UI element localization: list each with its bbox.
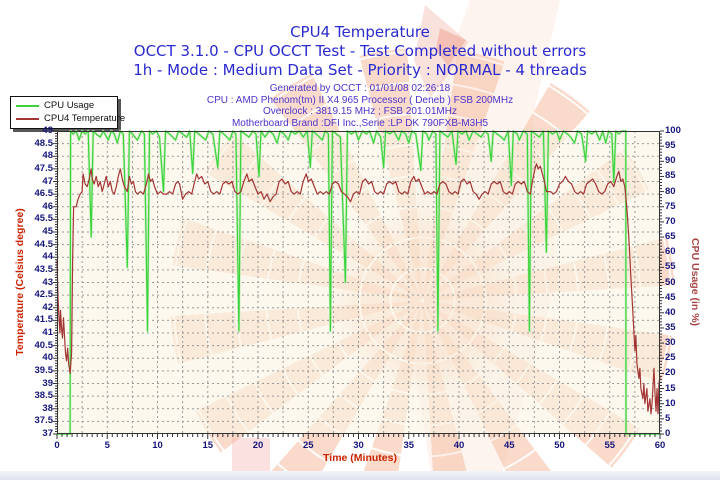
- tick-label: 35: [665, 321, 676, 333]
- tick-label: 55: [604, 440, 616, 451]
- legend: CPU Usage CPU4 Temperature: [10, 96, 125, 129]
- tick-label: 45.5: [34, 213, 54, 225]
- tick-label: 50: [665, 276, 676, 288]
- tick-label: 41: [42, 327, 53, 338]
- tick-label: 55: [665, 261, 676, 273]
- info-generated: Generated by OCCT : 01/01/08 02:26:18: [269, 83, 451, 94]
- tick-label: 50: [554, 440, 565, 451]
- tick-label: 65: [665, 231, 676, 243]
- cpu-usage-line-swatch: [16, 104, 39, 107]
- chart-canvas: [53, 129, 664, 439]
- tick-label: 45: [42, 226, 53, 237]
- tick-label: 80: [665, 185, 676, 197]
- info-cpu: CPU : AMD Phenom(tm) II X4 965 Processor…: [206, 94, 514, 106]
- info-motherboard: Motherboard Brand :DFI Inc.,Serie :LP DK…: [231, 117, 489, 129]
- tick-label: 38: [42, 402, 53, 414]
- tick-label: 45: [503, 440, 515, 451]
- tick-label: 40.5: [34, 339, 54, 351]
- tick-label: 5: [104, 440, 110, 451]
- tick-label: 43: [42, 276, 53, 288]
- tick-label: 0: [665, 428, 671, 439]
- tick-label: 95: [665, 140, 676, 152]
- tick-label: 90: [665, 155, 676, 167]
- x-axis-title: Time (Minutes): [323, 452, 397, 464]
- chart-plot-area: [53, 129, 664, 439]
- tick-label: 38.5: [34, 390, 54, 402]
- tick-label: 47: [42, 175, 53, 187]
- tick-label: 20: [665, 367, 676, 379]
- tick-label: 39: [42, 377, 53, 389]
- tick-label: 60: [654, 440, 666, 451]
- tick-label: 100: [665, 125, 681, 136]
- tick-label: 30: [353, 440, 364, 451]
- tick-label: 44.5: [34, 238, 54, 250]
- tick-label: 48.5: [34, 137, 54, 149]
- tick-label: 25: [302, 440, 314, 451]
- tick-label: 42: [42, 301, 53, 313]
- tick-label: 10: [665, 397, 676, 409]
- tick-label: 70: [665, 215, 676, 227]
- page-bottom-strip: [0, 471, 720, 480]
- tick-label: 10: [152, 440, 163, 451]
- tick-label: 37: [42, 428, 53, 439]
- tick-label: 15: [202, 440, 214, 451]
- tick-label: 39.5: [34, 364, 54, 376]
- legend-item-cpu4-temperature: CPU4 Temperature: [11, 112, 125, 125]
- tick-label: 40: [42, 352, 53, 364]
- tick-label: 47.5: [34, 162, 54, 174]
- y-axis-right-title: CPU Usage (in %): [689, 237, 701, 327]
- tick-label: 49: [42, 125, 53, 136]
- tick-label: 42.5: [34, 289, 54, 301]
- tick-label: 46.5: [34, 188, 54, 200]
- tick-label: 46: [42, 200, 53, 212]
- tick-label: 37.5: [34, 415, 54, 427]
- tick-label: 75: [665, 200, 676, 212]
- info-overclock: Overclock : 3819.15 MHz ; FSB 201.01MHz: [263, 106, 457, 117]
- legend-label: CPU Usage: [44, 100, 95, 111]
- legend-item-cpu-usage: CPU Usage: [11, 99, 117, 112]
- chart-subtitle-test: OCCT 3.1.0 - CPU OCCT Test - Test Comple…: [133, 42, 587, 60]
- tick-label: 35: [403, 440, 415, 451]
- tick-label: 30: [665, 337, 676, 349]
- tick-label: 85: [665, 170, 676, 182]
- tick-label: 48: [42, 150, 53, 162]
- tick-label: 25: [665, 352, 676, 364]
- tick-label: 15: [665, 382, 676, 394]
- tick-label: 40: [665, 306, 676, 318]
- tick-label: 20: [252, 440, 264, 451]
- tick-label: 5: [665, 412, 671, 424]
- tick-label: 40: [453, 440, 465, 451]
- tick-label: 0: [54, 440, 60, 451]
- legend-label: CPU4 Temperature: [44, 113, 126, 124]
- chart-subtitle-mode: 1h - Mode : Medium Data Set - Priority :…: [133, 61, 587, 79]
- tick-label: 45: [665, 291, 676, 303]
- y-axis-left-title: Temperature (Celsius degree): [14, 208, 26, 356]
- tick-label: 60: [665, 246, 676, 258]
- tick-label: 41.5: [34, 314, 54, 326]
- tick-label: 43.5: [34, 263, 54, 275]
- cpu4-temperature-line-swatch: [16, 117, 39, 120]
- chart-title: CPU4 Temperature: [290, 23, 430, 41]
- tick-label: 44: [42, 251, 53, 263]
